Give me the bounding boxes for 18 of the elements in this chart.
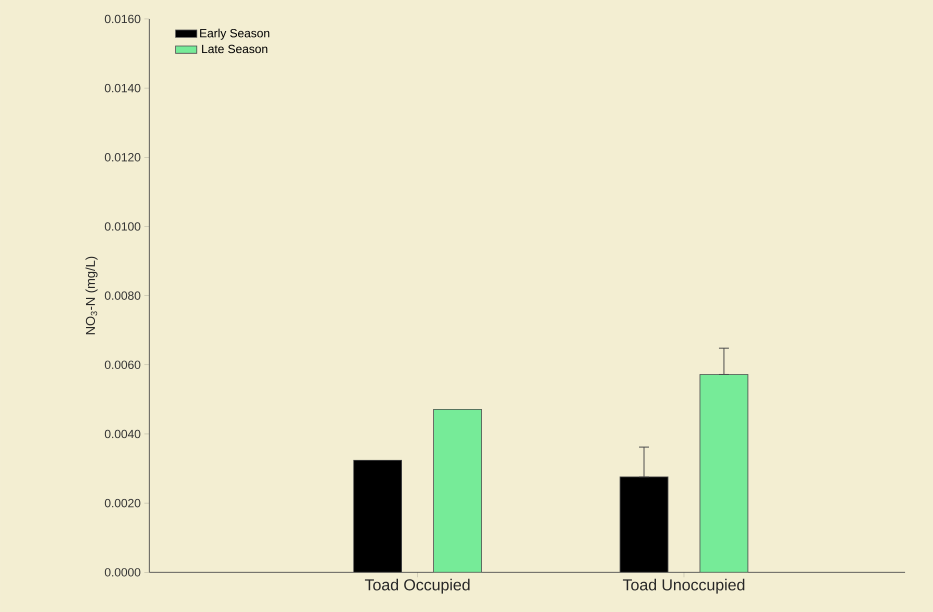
y-tick-label: 0.0160 — [104, 14, 140, 24]
x-tick-label: Toad Occupied — [364, 578, 470, 594]
bar — [353, 460, 402, 572]
bar — [620, 476, 668, 572]
y-tick-label: 0.0000 — [104, 568, 140, 576]
bar — [700, 374, 748, 572]
y-tick-label: 0.0020 — [104, 498, 140, 508]
y-tick-label: 0.0080 — [104, 291, 140, 300]
bar — [433, 408, 482, 572]
legend-label: Late Season — [202, 44, 268, 54]
y-tick-label: 0.0060 — [104, 360, 140, 369]
y-tick-label: 0.0140 — [104, 84, 140, 92]
y-tick-label: 0.0040 — [104, 430, 140, 438]
y-tick-label: 0.0120 — [104, 152, 140, 162]
y-tick-label: 0.0100 — [104, 222, 140, 231]
legend-label: Early Season — [200, 28, 270, 40]
x-tick-label: Toad Unoccupied — [622, 578, 744, 594]
y-axis-title: NO$_{3}$-N (mg/L) — [86, 256, 98, 334]
